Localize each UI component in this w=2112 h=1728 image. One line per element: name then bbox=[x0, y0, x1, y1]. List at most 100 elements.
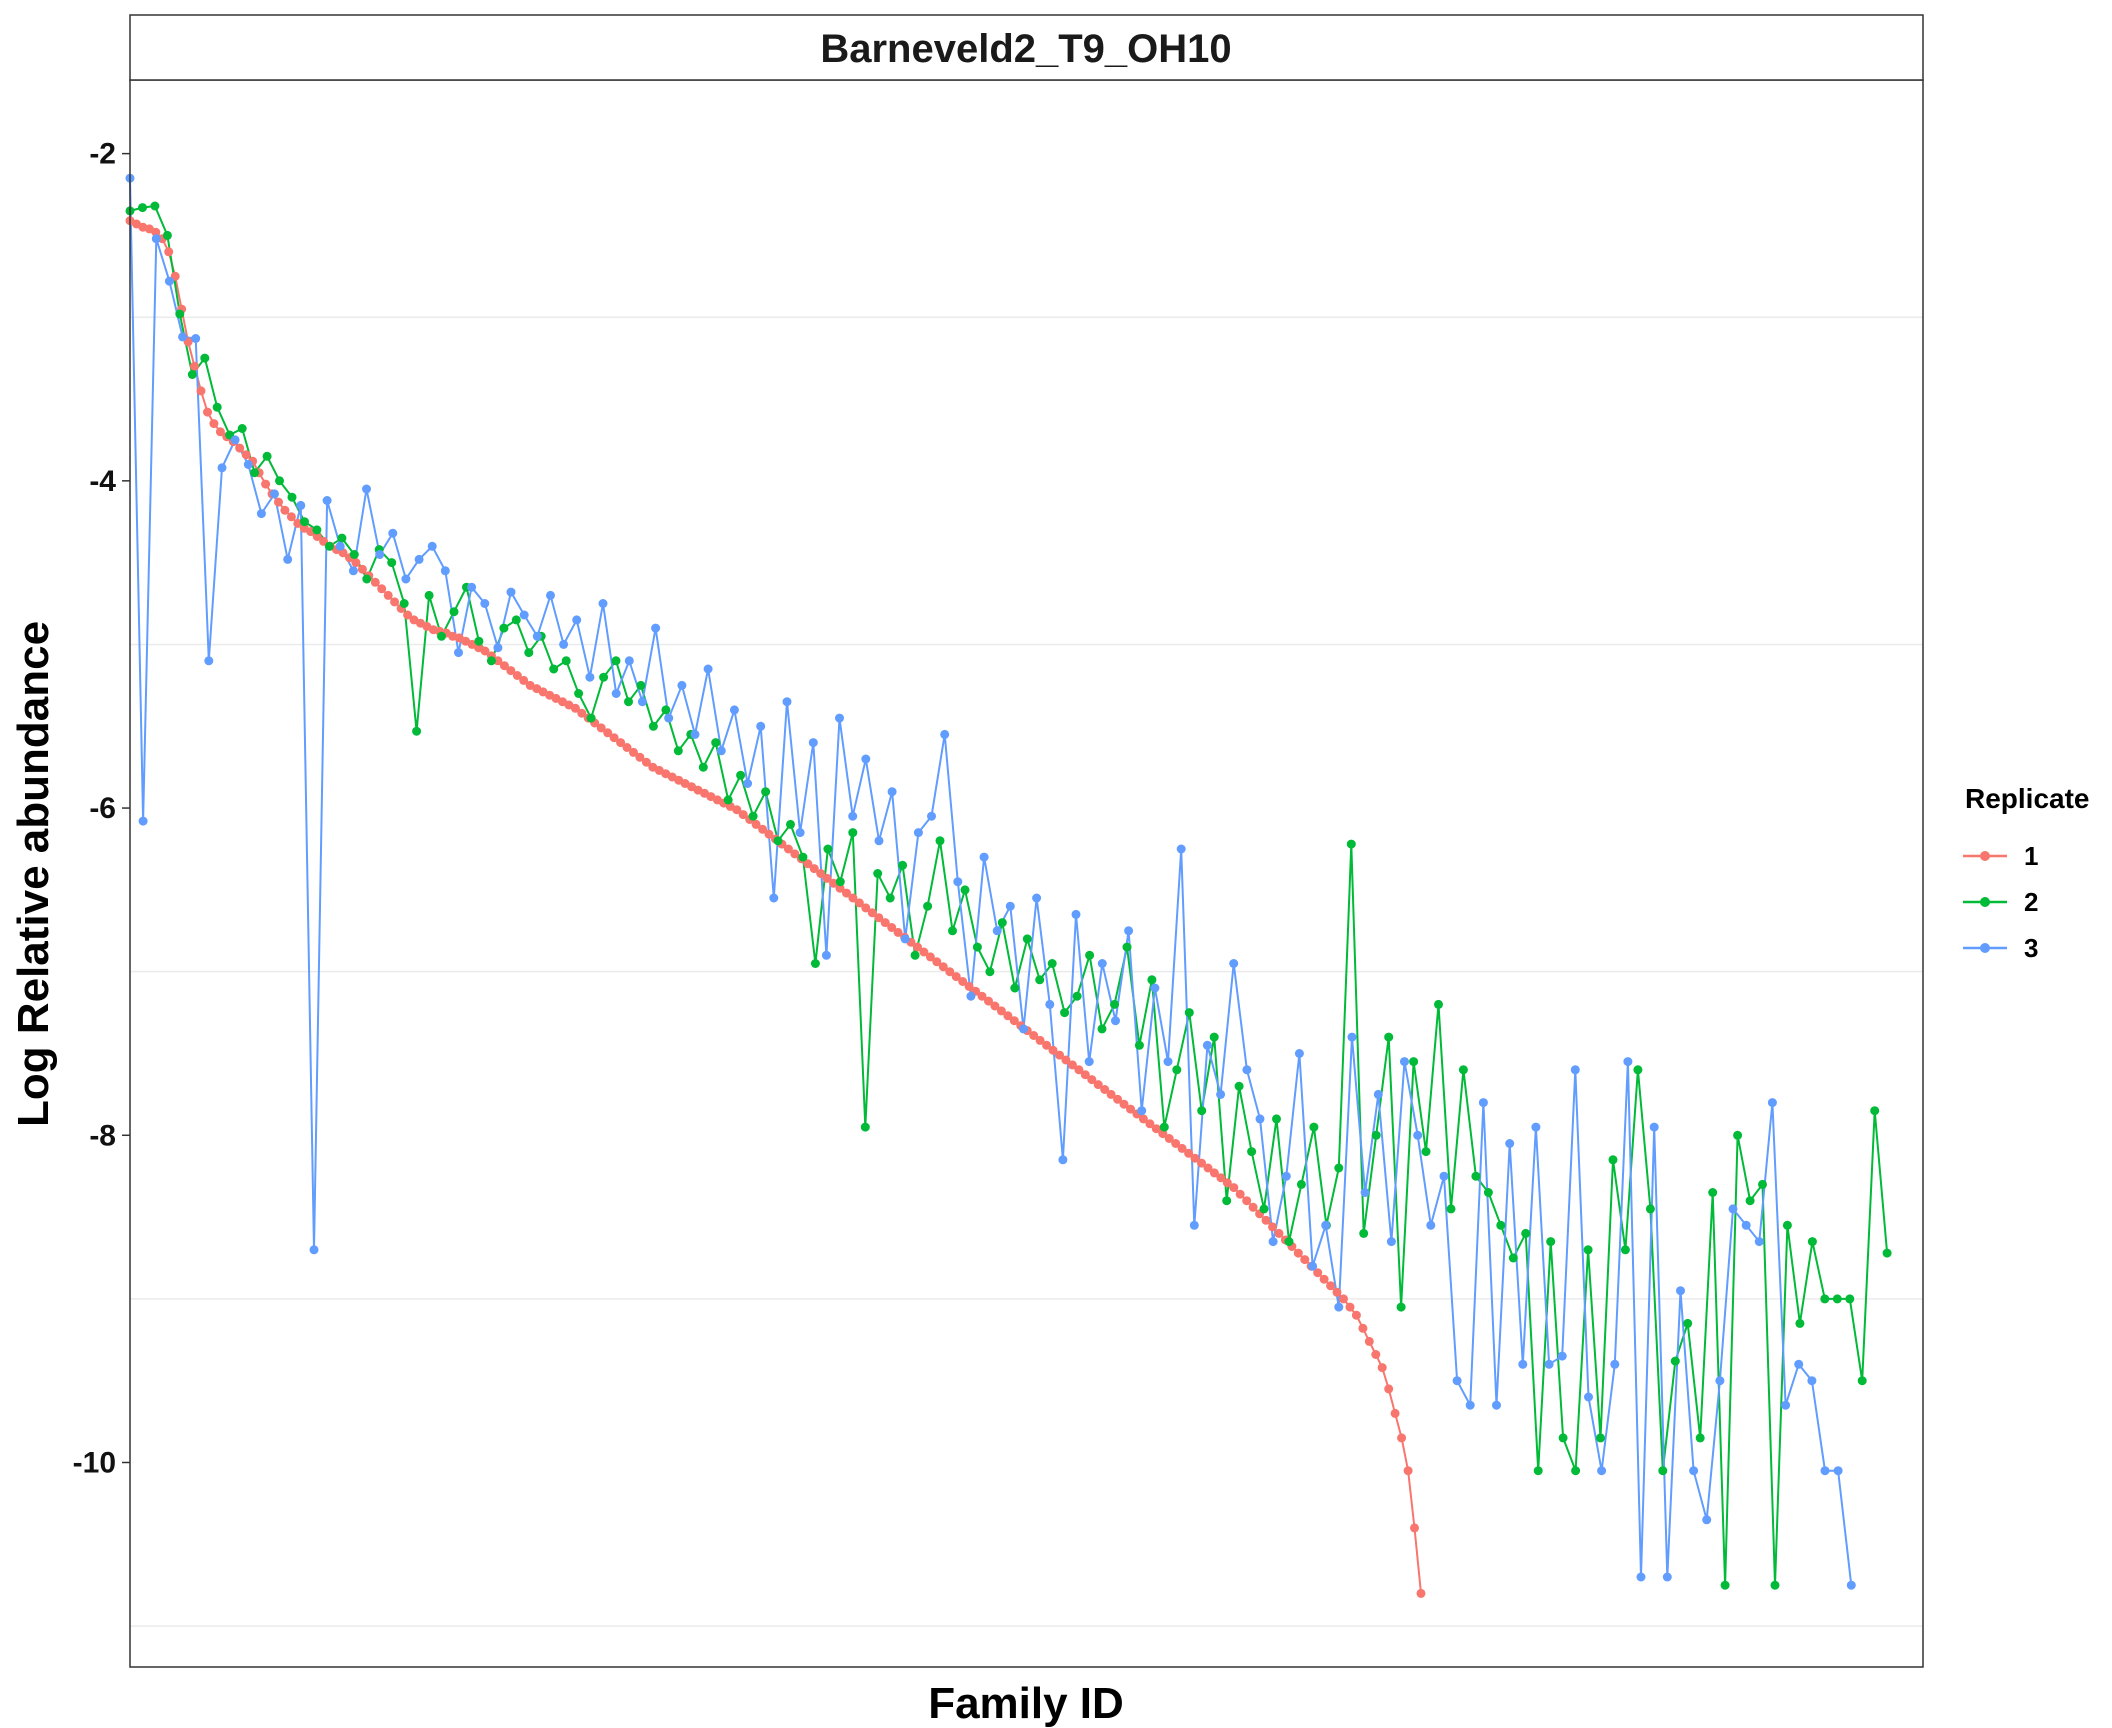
data-point-series-1 bbox=[977, 991, 987, 1001]
strip-background bbox=[129, 14, 1924, 81]
data-point-series-1 bbox=[1055, 1050, 1064, 1060]
data-point-series-3 bbox=[309, 1245, 319, 1255]
data-point-series-3 bbox=[401, 574, 411, 584]
data-point-series-1 bbox=[1003, 1011, 1013, 1021]
data-point-series-2 bbox=[1870, 1106, 1880, 1116]
y-tick-label: -10 bbox=[73, 1446, 116, 1479]
data-point-series-3 bbox=[1846, 1580, 1856, 1590]
data-point-series-1 bbox=[1293, 1248, 1303, 1258]
data-point-series-1 bbox=[945, 967, 955, 977]
data-point-series-3 bbox=[808, 738, 818, 748]
data-point-series-2 bbox=[761, 787, 771, 797]
data-point-series-3 bbox=[283, 554, 293, 564]
data-point-series-3 bbox=[1636, 1572, 1646, 1582]
data-point-series-2 bbox=[611, 656, 621, 666]
data-point-series-1 bbox=[816, 869, 826, 878]
data-point-series-2 bbox=[1134, 1040, 1144, 1050]
data-point-series-2 bbox=[1359, 1228, 1369, 1238]
data-point-series-1 bbox=[616, 738, 626, 748]
data-point-series-1 bbox=[1106, 1089, 1116, 1099]
data-point-series-3 bbox=[1833, 1466, 1843, 1476]
data-point-series-1 bbox=[1416, 1588, 1426, 1598]
data-point-series-3 bbox=[1570, 1065, 1580, 1075]
data-point-series-3 bbox=[572, 615, 582, 625]
data-point-series-3 bbox=[966, 991, 976, 1001]
data-point-series-3 bbox=[861, 754, 871, 764]
data-point-series-3 bbox=[913, 828, 923, 838]
data-point-series-1 bbox=[854, 898, 864, 908]
data-point-series-3 bbox=[519, 610, 529, 620]
data-point-series-2 bbox=[910, 950, 920, 960]
data-point-series-2 bbox=[1159, 1122, 1169, 1132]
data-point-series-1 bbox=[874, 913, 884, 923]
data-point-series-3 bbox=[1702, 1515, 1712, 1525]
data-point-series-1 bbox=[577, 708, 587, 718]
data-point-series-3 bbox=[1767, 1098, 1777, 1108]
data-point-series-1 bbox=[809, 864, 819, 874]
data-point-series-2 bbox=[1832, 1294, 1842, 1304]
data-point-series-2 bbox=[1583, 1245, 1593, 1255]
data-point-series-2 bbox=[187, 370, 197, 379]
data-point-series-3 bbox=[848, 811, 858, 821]
chart-title: Barneveld2_T9_OH10 bbox=[820, 27, 1231, 71]
data-point-series-2 bbox=[873, 869, 883, 878]
data-point-series-1 bbox=[1029, 1031, 1039, 1040]
data-point-series-1 bbox=[790, 849, 800, 859]
data-point-series-2 bbox=[1546, 1237, 1556, 1247]
data-point-series-3 bbox=[585, 672, 595, 682]
data-point-series-1 bbox=[1274, 1228, 1284, 1238]
data-point-series-1 bbox=[215, 427, 225, 437]
data-point-series-1 bbox=[990, 1001, 1000, 1011]
data-point-series-1 bbox=[1203, 1163, 1213, 1173]
data-point-series-2 bbox=[312, 525, 322, 535]
data-point-series-2 bbox=[1222, 1196, 1232, 1206]
data-point-series-3 bbox=[256, 509, 266, 519]
data-point-series-3 bbox=[178, 332, 188, 342]
data-point-series-3 bbox=[230, 435, 240, 445]
data-point-series-1 bbox=[938, 962, 948, 972]
data-point-series-1 bbox=[1268, 1222, 1277, 1232]
data-point-series-2 bbox=[835, 877, 845, 887]
data-point-series-1 bbox=[512, 671, 522, 680]
data-point-series-3 bbox=[1662, 1572, 1672, 1582]
data-point-series-1 bbox=[480, 646, 490, 656]
data-point-series-2 bbox=[1695, 1433, 1705, 1443]
data-point-series-2 bbox=[324, 541, 334, 551]
data-point-series-1 bbox=[1358, 1323, 1368, 1333]
data-point-series-2 bbox=[1620, 1245, 1630, 1255]
data-point-series-1 bbox=[932, 957, 942, 967]
data-point-series-2 bbox=[486, 656, 496, 666]
data-point-series-2 bbox=[673, 746, 683, 756]
data-point-series-3 bbox=[1741, 1220, 1751, 1230]
data-point-series-3 bbox=[1426, 1220, 1436, 1230]
data-point-series-1 bbox=[203, 407, 212, 417]
data-point-series-3 bbox=[756, 721, 766, 731]
data-point-series-3 bbox=[874, 836, 884, 846]
data-point-series-1 bbox=[1377, 1363, 1387, 1373]
data-point-series-3 bbox=[940, 729, 950, 739]
data-point-series-2 bbox=[586, 713, 596, 723]
data-point-series-3 bbox=[1649, 1122, 1659, 1132]
data-point-series-3 bbox=[1071, 909, 1081, 919]
data-point-series-2 bbox=[1558, 1433, 1568, 1443]
data-point-series-3 bbox=[1597, 1466, 1607, 1476]
data-point-series-1 bbox=[519, 675, 529, 685]
series-line-2 bbox=[129, 204, 1889, 1586]
data-point-series-2 bbox=[1172, 1065, 1182, 1075]
data-point-series-1 bbox=[958, 977, 968, 986]
data-point-series-2 bbox=[1807, 1237, 1817, 1247]
data-point-series-2 bbox=[1608, 1155, 1618, 1165]
data-point-series-2 bbox=[561, 656, 571, 666]
data-point-series-2 bbox=[1882, 1248, 1892, 1258]
data-point-series-1 bbox=[751, 819, 761, 829]
data-point-series-2 bbox=[1122, 942, 1132, 952]
data-point-series-3 bbox=[375, 550, 385, 559]
data-point-series-3 bbox=[611, 689, 621, 698]
data-point-series-1 bbox=[390, 597, 400, 607]
data-point-series-1 bbox=[1384, 1384, 1394, 1394]
data-point-series-3 bbox=[664, 713, 674, 723]
data-point-series-1 bbox=[984, 996, 993, 1006]
data-point-series-3 bbox=[1216, 1089, 1226, 1099]
data-point-series-2 bbox=[1309, 1122, 1319, 1132]
data-point-series-2 bbox=[1770, 1580, 1780, 1590]
